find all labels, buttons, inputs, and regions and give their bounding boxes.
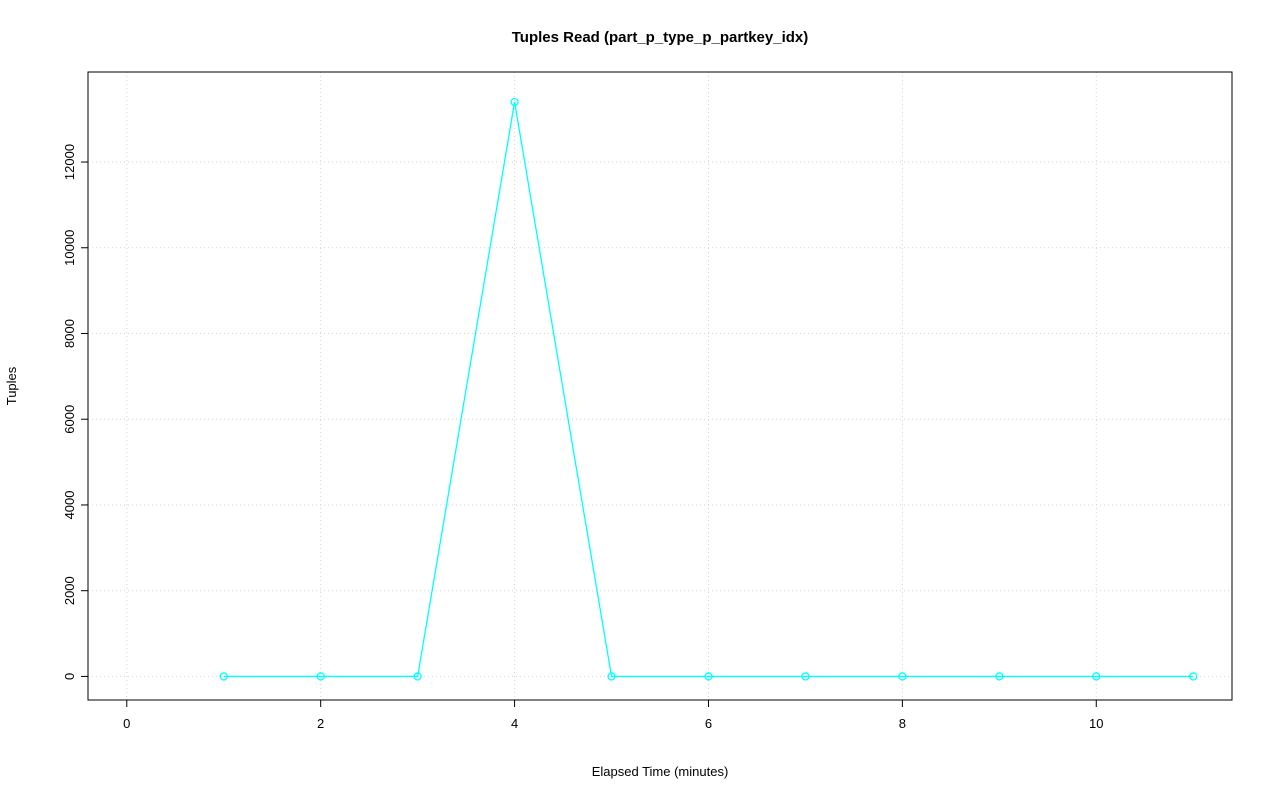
data-point: [1092, 672, 1101, 681]
y-tick-label: 12000: [62, 144, 77, 180]
data-series: [219, 97, 1198, 681]
data-point: [1189, 672, 1198, 681]
plot-box: [87, 71, 1233, 701]
y-tick-label: 8000: [62, 319, 77, 348]
x-tick-label: 0: [123, 716, 130, 731]
x-tick-label: 6: [705, 716, 712, 731]
y-tick-label: 10000: [62, 230, 77, 266]
data-point: [510, 97, 519, 107]
x-tick-label: 2: [317, 716, 324, 731]
data-point: [316, 672, 325, 681]
data-point: [413, 672, 422, 681]
series-line: [223, 101, 1194, 678]
axes: 0 2 4 6 8 10 0 2000 4000 6000 8000 10000 12000: [62, 71, 1233, 731]
data-point: [704, 672, 713, 681]
x-tick-label: 4: [511, 716, 518, 731]
y-tick-label: 0: [62, 673, 77, 680]
y-axis-label: Tuples: [4, 366, 19, 405]
data-point: [801, 672, 810, 681]
y-tick-label: 6000: [62, 405, 77, 434]
x-axis-label: Elapsed Time (minutes): [592, 764, 729, 779]
x-tick-label: 8: [899, 716, 906, 731]
data-point: [995, 672, 1004, 681]
gridlines: [88, 72, 1232, 700]
y-tick-label: 4000: [62, 490, 77, 519]
data-point: [898, 672, 907, 681]
data-point: [607, 672, 616, 681]
x-tick-label: 10: [1089, 716, 1103, 731]
y-tick-label: 2000: [62, 576, 77, 605]
chart-title: Tuples Read (part_p_type_p_partkey_idx): [512, 29, 808, 46]
data-point: [219, 672, 228, 681]
